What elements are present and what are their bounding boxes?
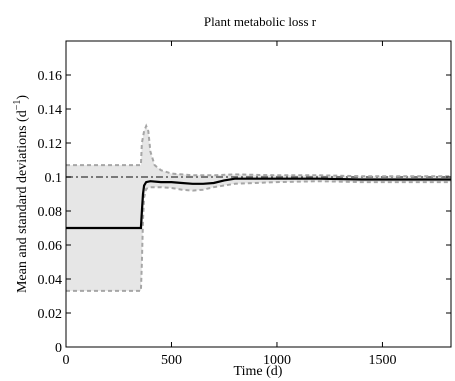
std-band-area [66,126,451,291]
y-tick-label: 0.16 [38,69,63,84]
x-axis-label: Time (d) [234,364,283,379]
y-axis-label-sup: −1 [12,100,23,111]
lower-std-line [66,180,451,292]
tick-layer: 0 500 1000 1500 0 0.02 0.04 0.06 0.08 0.1 0.12 0.14… [38,41,451,368]
y-tick-label: 0 [55,341,62,356]
y-axis-label: Mean and standard deviations (d−1) [12,95,30,293]
y-tick-label: 0.12 [38,137,63,152]
x-tick-label: 500 [161,353,182,368]
plot-frame [65,40,452,348]
y-tick-label: 0.02 [38,307,63,322]
y-axis-label-main: Mean and standard deviations (d [15,110,30,293]
y-tick-label: 0.14 [38,103,63,118]
mean-line [66,177,451,230]
y-axis-label-close: ) [15,95,30,100]
y-tick-label: 0.04 [38,273,63,288]
y-tick-label: 0.06 [38,239,63,254]
y-tick-label: 0.1 [45,171,63,186]
x-tick-label: 0 [63,353,70,368]
x-tick-label: 1000 [263,353,291,368]
series-layer [66,123,451,292]
std-band-layer [66,126,451,291]
x-tick-label: 1500 [368,353,396,368]
chart-title: Plant metabolic loss r [204,14,317,29]
y-tick-label: 0.08 [38,205,63,220]
